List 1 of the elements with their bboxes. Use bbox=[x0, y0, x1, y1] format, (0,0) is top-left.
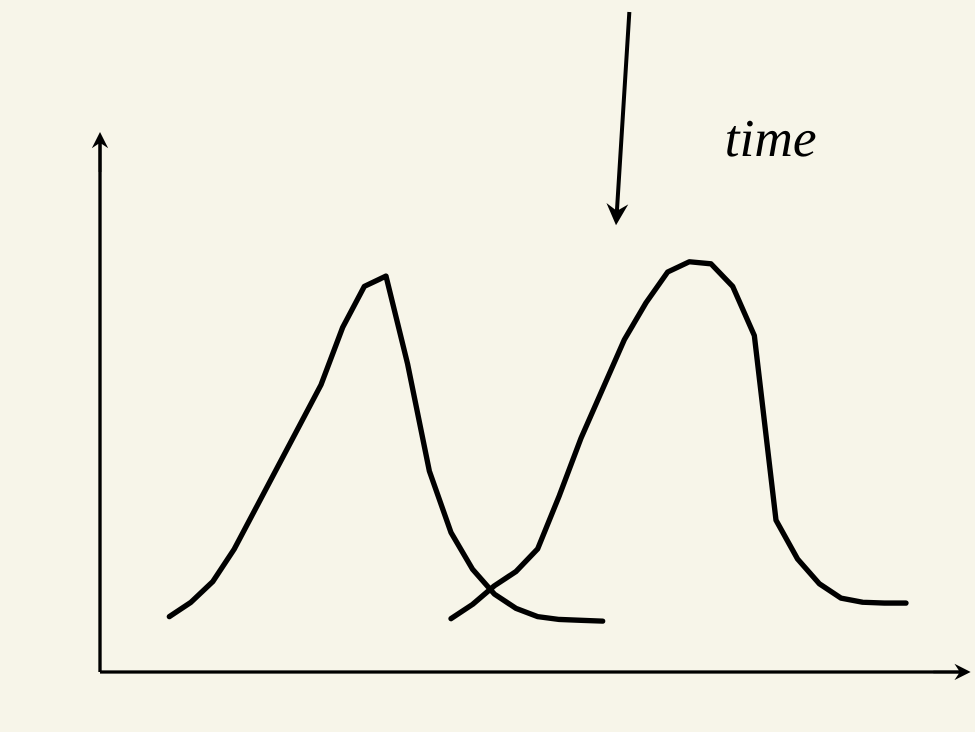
text: time bbox=[727, 120, 816, 157]
